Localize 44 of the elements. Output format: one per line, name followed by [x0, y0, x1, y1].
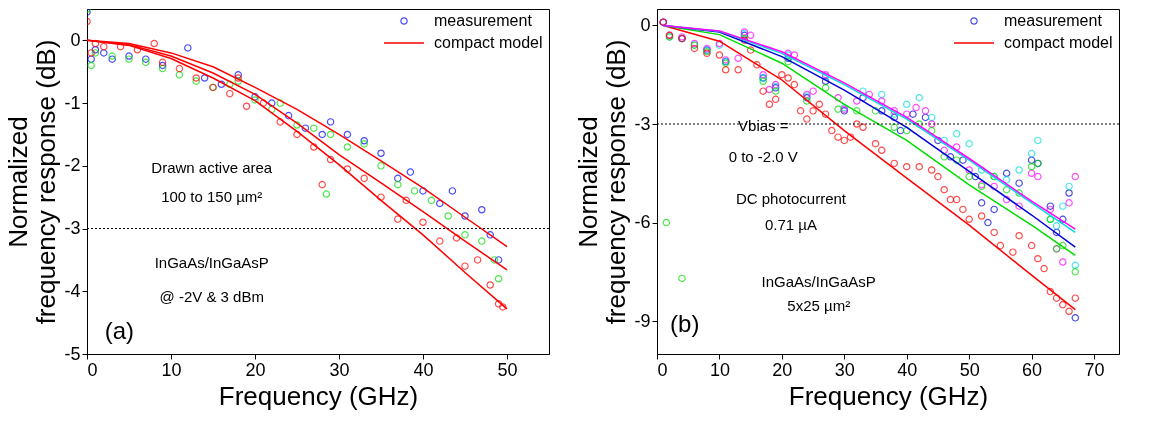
x-tick-label: 40	[413, 359, 434, 380]
legend-label: measurement	[434, 12, 533, 29]
x-tick-label: 20	[245, 359, 266, 380]
x-tick-label: 30	[329, 359, 350, 380]
y-tick-label: -9	[634, 310, 651, 331]
y-axis-title: Normalized frequency response (dB)	[573, 39, 632, 325]
y-tick-label: 0	[640, 14, 651, 35]
y-tick-label: -3	[634, 113, 651, 134]
x-tick-label: 50	[497, 359, 518, 380]
x-tick-label: 20	[772, 359, 793, 380]
x-axis-title: Frequency (GHz)	[788, 380, 989, 411]
y-tick-label: -3	[64, 218, 81, 239]
x-tick-label: 30	[834, 359, 855, 380]
y-tick-label: -2	[64, 155, 81, 176]
annotation: 0.71 µA	[764, 215, 817, 233]
y-tick-label: -6	[634, 212, 651, 233]
legend-label: compact model	[434, 34, 543, 51]
x-tick-label: 0	[87, 359, 98, 380]
annotation: Drawn active area	[151, 158, 273, 176]
annotation: 100 to 150 µm²	[161, 188, 263, 206]
y-tick-label: -4	[64, 280, 81, 301]
annotation: InGaAs/InGaAsP	[154, 253, 269, 271]
legend-label: compact model	[1004, 34, 1113, 51]
y-tick-label: 0	[70, 29, 81, 50]
x-tick-label: 0	[657, 359, 668, 380]
y-tick-label: -5	[64, 343, 81, 364]
x-tick-label: 40	[897, 359, 918, 380]
x-tick-label: 50	[959, 359, 980, 380]
x-tick-label: 70	[1084, 359, 1105, 380]
annotation: (a)	[104, 316, 135, 344]
x-axis-title: Frequency (GHz)	[218, 380, 419, 411]
annotation: 5x25 µm²	[787, 296, 851, 314]
annotation: @ -2V & 3 dBm	[159, 288, 264, 306]
annotation: (b)	[670, 309, 700, 337]
x-tick-label: 10	[709, 359, 730, 380]
x-tick-label: 60	[1022, 359, 1043, 380]
x-tick-label: 10	[161, 359, 182, 380]
annotation: InGaAs/InGaAsP	[761, 272, 876, 290]
annotation: DC photocurrent	[735, 189, 847, 207]
legend-label: measurement	[1004, 12, 1103, 29]
annotation: 0 to -2.0 V	[728, 148, 798, 166]
annotation: Vbias =	[738, 117, 789, 135]
y-axis-title: Normalized frequency response (dB)	[3, 39, 62, 325]
y-tick-label: -1	[64, 92, 81, 113]
